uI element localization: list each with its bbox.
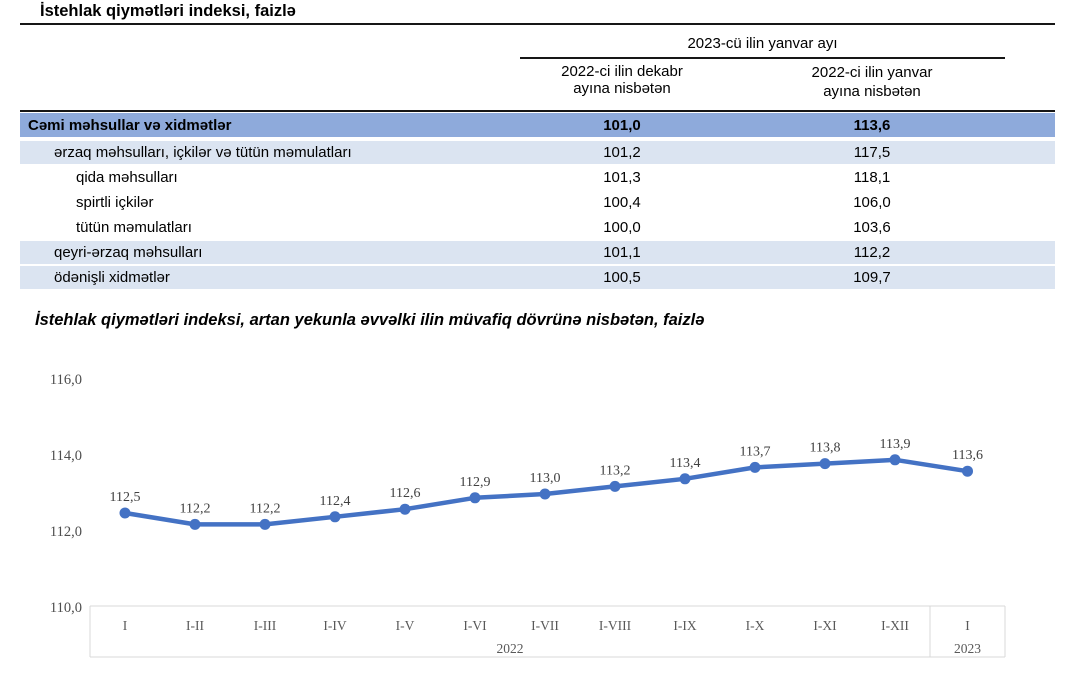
x-axis-month-label: I-IV bbox=[323, 618, 346, 633]
table-row: qeyri-ərzaq məhsulları 101,1 112,2 bbox=[20, 241, 1055, 264]
data-point-marker bbox=[189, 518, 201, 530]
data-point-marker bbox=[889, 454, 901, 466]
data-point-label: 113,0 bbox=[530, 471, 561, 486]
row-label: qeyri-ərzaq məhsulları bbox=[54, 244, 203, 261]
table-group-header-rule bbox=[520, 57, 1005, 59]
row-value-vs-january: 106,0 bbox=[853, 194, 891, 211]
chart-svg: 110,0 112,0 114,0 116,0 I I-II I-III I-IV I-V I-V… bbox=[50, 372, 1006, 658]
cpi-table: 2023-cü ilin yanvar ayı 2022-ci ilin dek… bbox=[20, 26, 1055, 291]
chart-title: İstehlak qiymətləri indeksi, artan yekun… bbox=[35, 311, 705, 329]
row-value-vs-december: 101,2 bbox=[603, 144, 641, 161]
table-row: tütün məmulatları 100,0 103,6 bbox=[20, 216, 1055, 239]
data-point-marker bbox=[469, 492, 481, 504]
table-row: qida məhsulları 101,3 118,1 bbox=[20, 166, 1055, 189]
table-row: ərzaq məhsulları, içkilər və tütün məmul… bbox=[20, 141, 1055, 164]
data-point-label: 113,9 bbox=[880, 437, 911, 452]
data-point-label: 113,8 bbox=[810, 441, 841, 456]
cpi-line-chart: 110,0 112,0 114,0 116,0 I I-II I-III I-IV I-V I-V… bbox=[20, 365, 1055, 692]
data-point-label: 112,9 bbox=[460, 475, 491, 490]
x-axis-strip-border bbox=[89, 605, 1006, 658]
x-axis-year-label: 2022 bbox=[497, 641, 524, 656]
data-point-marker bbox=[749, 461, 761, 473]
x-axis-year-label: 2023 bbox=[954, 641, 981, 656]
row-value-vs-january: 118,1 bbox=[853, 169, 891, 186]
data-point-label: 113,4 bbox=[670, 456, 701, 471]
x-axis-month-label: I-IX bbox=[673, 618, 696, 633]
x-axis-month-label: I-VII bbox=[531, 618, 559, 633]
data-point-label: 112,4 bbox=[320, 494, 351, 509]
data-point-label: 113,6 bbox=[952, 448, 983, 463]
data-point-marker bbox=[119, 507, 131, 519]
x-axis-month-label: I-VIII bbox=[599, 618, 632, 633]
col-header-line: 2022-ci ilin yanvar bbox=[811, 64, 933, 81]
row-label: spirtli içkilər bbox=[76, 194, 154, 211]
col-header-vs-december: 2022-ci ilin dekabr ayına nisbətən bbox=[500, 63, 744, 97]
col-header-vs-january: 2022-ci ilin yanvar ayına nisbətən bbox=[744, 63, 1000, 101]
row-value-vs-december: 100,4 bbox=[603, 194, 641, 211]
page-title: İstehlak qiymətləri indeksi, faizlə bbox=[40, 2, 296, 20]
row-value-vs-january: 109,7 bbox=[853, 269, 891, 286]
data-point-label: 112,2 bbox=[180, 501, 211, 516]
y-axis-tick-label: 116,0 bbox=[50, 372, 82, 388]
table-group-header: 2023-cü ilin yanvar ayı bbox=[687, 35, 838, 52]
row-value-vs-january: 113,6 bbox=[853, 116, 891, 134]
row-value-vs-december: 100,0 bbox=[603, 219, 641, 236]
table-row: Cəmi məhsullar və xidmətlər 101,0 113,6 bbox=[20, 113, 1055, 137]
y-axis-tick-label: 114,0 bbox=[50, 448, 82, 464]
data-point-label: 112,6 bbox=[390, 486, 421, 501]
table-row: ödənişli xidmətlər 100,5 109,7 bbox=[20, 266, 1055, 289]
row-value-vs-december: 101,0 bbox=[603, 116, 641, 134]
title-underline bbox=[20, 23, 1055, 25]
data-point-label: 113,2 bbox=[600, 463, 631, 478]
col-header-line: ayına nisbətən bbox=[823, 83, 921, 100]
data-point-marker bbox=[399, 503, 411, 515]
data-point-label: 113,7 bbox=[740, 444, 771, 459]
data-point-marker bbox=[609, 480, 621, 492]
x-axis-month-label: I-VI bbox=[463, 618, 487, 633]
col-header-line: ayına nisbətən bbox=[573, 80, 671, 97]
x-axis-month-label: I-XI bbox=[813, 618, 837, 633]
x-axis-month-label: I bbox=[965, 618, 970, 633]
cpi-table-header: 2023-cü ilin yanvar ayı 2022-ci ilin dek… bbox=[20, 26, 1055, 110]
row-value-vs-january: 103,6 bbox=[853, 219, 891, 236]
row-value-vs-january: 117,5 bbox=[853, 144, 891, 161]
col-header-line: 2022-ci ilin dekabr bbox=[561, 63, 683, 80]
row-value-vs-december: 100,5 bbox=[603, 269, 641, 286]
row-label: qida məhsulları bbox=[76, 169, 178, 186]
x-axis-month-label: I bbox=[123, 618, 128, 633]
row-label: Cəmi məhsullar və xidmətlər bbox=[28, 116, 232, 134]
y-axis-tick-label: 112,0 bbox=[50, 524, 82, 540]
x-axis-month-label: I-X bbox=[746, 618, 765, 633]
row-value-vs-december: 101,3 bbox=[603, 169, 641, 186]
cpi-table-body: Cəmi məhsullar və xidmətlər 101,0 113,6 ərz… bbox=[20, 110, 1055, 289]
data-point-label: 112,5 bbox=[110, 490, 141, 505]
data-point-marker bbox=[819, 458, 831, 470]
data-point-marker bbox=[259, 518, 271, 530]
data-point-marker bbox=[329, 511, 341, 523]
row-label: ərzaq məhsulları, içkilər və tütün məmul… bbox=[54, 144, 352, 161]
x-axis-month-label: I-II bbox=[186, 618, 204, 633]
data-point-marker bbox=[539, 488, 551, 500]
row-value-vs-january: 112,2 bbox=[853, 244, 891, 261]
data-point-marker bbox=[962, 465, 973, 477]
row-value-vs-december: 101,1 bbox=[603, 244, 641, 261]
row-label: tütün məmulatları bbox=[76, 219, 192, 236]
row-label: ödənişli xidmətlər bbox=[54, 269, 170, 286]
data-point-label: 112,2 bbox=[250, 501, 281, 516]
y-axis-tick-label: 110,0 bbox=[50, 600, 82, 616]
x-axis-month-label: I-III bbox=[254, 618, 277, 633]
data-point-marker bbox=[679, 473, 691, 485]
table-row: spirtli içkilər 100,4 106,0 bbox=[20, 191, 1055, 214]
x-axis-month-label: I-XII bbox=[881, 618, 909, 633]
x-axis-month-label: I-V bbox=[396, 618, 415, 633]
